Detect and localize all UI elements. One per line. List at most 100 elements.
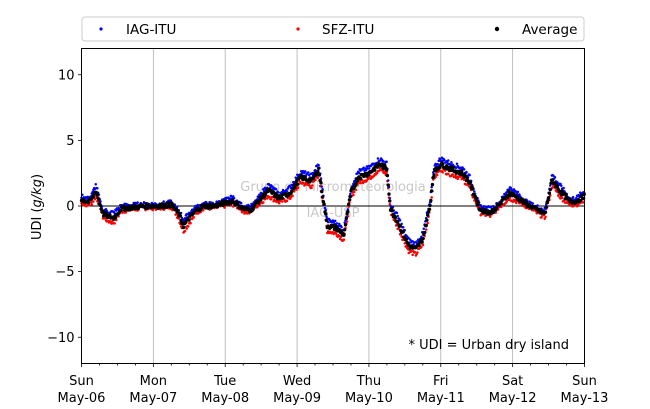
data-point-sfz-itu (447, 172, 450, 176)
data-point-average (430, 182, 435, 187)
data-point-sfz-itu (356, 182, 360, 185)
data-point-average (476, 200, 480, 205)
data-point-iag-itu (552, 174, 555, 177)
data-point-iag-itu (357, 171, 361, 175)
data-point-average (468, 180, 473, 185)
data-point-iag-itu (560, 184, 563, 187)
data-point-iag-itu (473, 190, 476, 193)
data-point-sfz-itu (420, 245, 423, 248)
data-point-sfz-itu (430, 196, 433, 199)
data-point-average (393, 215, 397, 220)
data-point-average (119, 208, 123, 213)
legend-marker-sfz (296, 27, 300, 31)
data-point-iag-itu (400, 222, 403, 226)
data-point-sfz-itu (411, 253, 414, 257)
data-point-sfz-itu (544, 215, 547, 219)
data-point-average (169, 201, 174, 205)
data-point-iag-itu (415, 240, 418, 243)
data-point-average (320, 189, 324, 194)
data-point-iag-itu (577, 193, 580, 197)
data-point-iag-itu (307, 171, 310, 174)
data-point-iag-itu (450, 161, 453, 164)
x-tick-date: May-12 (489, 391, 537, 406)
data-point-iag-itu (553, 175, 557, 179)
data-point-iag-itu (454, 166, 458, 170)
x-tick-date: May-10 (345, 391, 393, 406)
data-point-sfz-itu (416, 251, 419, 254)
y-axis-label-prefix: UDI ( (30, 207, 45, 240)
data-point-average (494, 206, 499, 210)
data-point-sfz-itu (84, 204, 88, 208)
data-point-average (166, 201, 171, 205)
data-point-average (187, 218, 191, 222)
data-point-iag-itu (94, 183, 97, 186)
data-point-average (236, 201, 240, 205)
data-point-iag-itu (409, 238, 412, 242)
x-axis: Sun May-06 Mon May-07 Tue May-08 Wed May-09 Thu M… (58, 363, 608, 406)
y-tick-label: −10 (47, 331, 74, 346)
data-point-sfz-itu (548, 194, 552, 197)
x-tick-day: Mon (140, 374, 167, 389)
data-point-average (316, 166, 321, 170)
data-point-average (384, 168, 389, 172)
data-point-average (471, 187, 475, 191)
data-point-sfz-itu (311, 184, 314, 187)
data-point-average (171, 204, 175, 208)
data-point-sfz-itu (183, 229, 187, 233)
data-point-sfz-itu (185, 227, 188, 230)
x-tick-day: Wed (283, 374, 311, 389)
data-point-average (451, 166, 455, 170)
data-point-sfz-itu (359, 181, 362, 185)
data-point-sfz-itu (488, 215, 492, 219)
x-tick-date: May-06 (58, 391, 106, 406)
data-point-average (547, 191, 552, 195)
data-point-iag-itu (229, 194, 233, 198)
data-point-average (460, 169, 464, 173)
data-point-average (99, 207, 103, 211)
data-point-average (256, 201, 261, 205)
data-point-average (179, 218, 183, 223)
data-point-average (491, 210, 496, 215)
data-point-average (426, 213, 430, 217)
data-point-average (178, 214, 182, 218)
data-point-sfz-itu (316, 176, 320, 179)
data-point-average (366, 173, 371, 177)
data-point-sfz-itu (192, 216, 195, 219)
data-point-iag-itu (548, 184, 552, 187)
data-point-sfz-itu (189, 222, 192, 225)
data-point-iag-itu (536, 204, 539, 207)
data-point-sfz-itu (291, 194, 294, 198)
data-point-sfz-itu (400, 235, 403, 238)
data-point-iag-itu (455, 162, 459, 166)
data-point-sfz-itu (543, 217, 546, 220)
data-point-sfz-itu (426, 221, 429, 225)
data-point-iag-itu (85, 197, 89, 200)
data-point-iag-itu (376, 157, 380, 160)
data-point-iag-itu (340, 225, 343, 229)
x-tick-day: Tue (213, 374, 236, 389)
data-point-iag-itu (396, 214, 399, 218)
data-point-average (91, 194, 96, 199)
data-point-iag-itu (262, 190, 266, 193)
data-point-average (516, 195, 520, 199)
data-point-iag-itu (430, 185, 433, 189)
y-axis: 10 5 0 −5 −10 (47, 68, 82, 346)
x-tick-day: Fri (433, 374, 449, 389)
data-point-iag-itu (263, 186, 267, 190)
data-point-average (420, 240, 424, 244)
data-point-sfz-itu (310, 186, 313, 190)
data-point-sfz-itu (560, 196, 564, 199)
data-point-average (316, 169, 320, 174)
legend-label-sfz: SFZ-ITU (322, 22, 374, 38)
data-point-iag-itu (492, 204, 495, 208)
data-point-sfz-itu (262, 201, 265, 204)
data-point-average (388, 199, 392, 203)
data-point-sfz-itu (342, 238, 346, 241)
data-point-sfz-itu (103, 217, 107, 220)
data-point-sfz-itu (462, 178, 466, 181)
data-point-iag-itu (468, 173, 471, 177)
data-point-iag-itu (346, 208, 350, 211)
data-point-sfz-itu (334, 232, 338, 235)
data-point-average (320, 195, 325, 199)
